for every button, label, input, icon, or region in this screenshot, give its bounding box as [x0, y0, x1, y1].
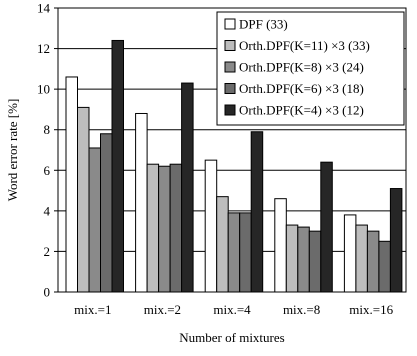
bar	[146, 163, 160, 293]
legend-label: Orth.DPF(K=4) ×3 (12)	[239, 103, 364, 118]
bar	[378, 240, 391, 293]
bar	[389, 188, 403, 293]
x-tick-label: mix.=4	[213, 302, 251, 317]
bar	[216, 196, 229, 293]
y-axis-ticks: 0 2 4 6 8 10 12 14	[37, 1, 58, 300]
bars	[65, 39, 403, 293]
bar	[77, 106, 90, 293]
bar	[343, 214, 357, 293]
bar	[239, 212, 252, 293]
plot-frame	[57, 7, 407, 293]
x-axis-label: Number of mixtures	[179, 330, 284, 345]
legend-label: Orth.DPF(K=8) ×3 (24)	[239, 60, 364, 75]
y-tick-label: 6	[44, 163, 51, 178]
legend-label: Orth.DPF(K=11) ×3 (33)	[239, 38, 370, 53]
legend-swatch	[224, 61, 236, 73]
legend-swatch	[224, 40, 236, 51]
bar	[135, 112, 148, 293]
legend-label: Orth.DPF(K=6) ×3 (18)	[239, 81, 364, 96]
y-tick-label: 8	[44, 122, 51, 137]
x-tick-label: mix.=2	[144, 302, 181, 317]
bar	[227, 212, 241, 293]
bar	[355, 224, 368, 293]
x-tick-label: mix.=1	[74, 302, 111, 317]
bar	[169, 163, 183, 293]
bar	[308, 230, 322, 293]
legend-box	[216, 11, 405, 126]
bar	[88, 147, 101, 293]
y-tick-label: 10	[37, 82, 50, 97]
bar	[111, 39, 124, 293]
x-tick-label: mix.=16	[349, 302, 393, 317]
y-tick-label: 2	[44, 244, 51, 259]
bar	[158, 165, 171, 293]
bar	[366, 230, 380, 293]
x-axis-ticks: mix.=1 mix.=2 mix.=4 mix.=8 mix.=16	[74, 302, 393, 317]
legend-label: DPF (33)	[239, 17, 288, 32]
bar	[204, 159, 218, 293]
y-axis-label: Word error rate [%]	[5, 99, 20, 202]
y-tick-label: 14	[37, 1, 51, 16]
legend-swatch	[224, 83, 236, 94]
x-tick-label: mix.=8	[283, 302, 320, 317]
bar	[274, 198, 287, 293]
bar	[250, 131, 264, 293]
bar	[320, 161, 333, 293]
legend-swatch	[224, 18, 236, 30]
legend-swatch	[224, 104, 236, 116]
bar	[297, 226, 310, 293]
bar	[181, 82, 194, 293]
bar	[65, 76, 78, 293]
legend: DPF (33) Orth.DPF(K=11) ×3 (33) Orth.DPF(K…	[216, 11, 405, 126]
y-tick-label: 0	[44, 285, 51, 300]
bar	[100, 133, 113, 293]
y-tick-label: 12	[37, 41, 50, 56]
y-tick-label: 4	[44, 203, 51, 218]
bar	[285, 224, 299, 293]
